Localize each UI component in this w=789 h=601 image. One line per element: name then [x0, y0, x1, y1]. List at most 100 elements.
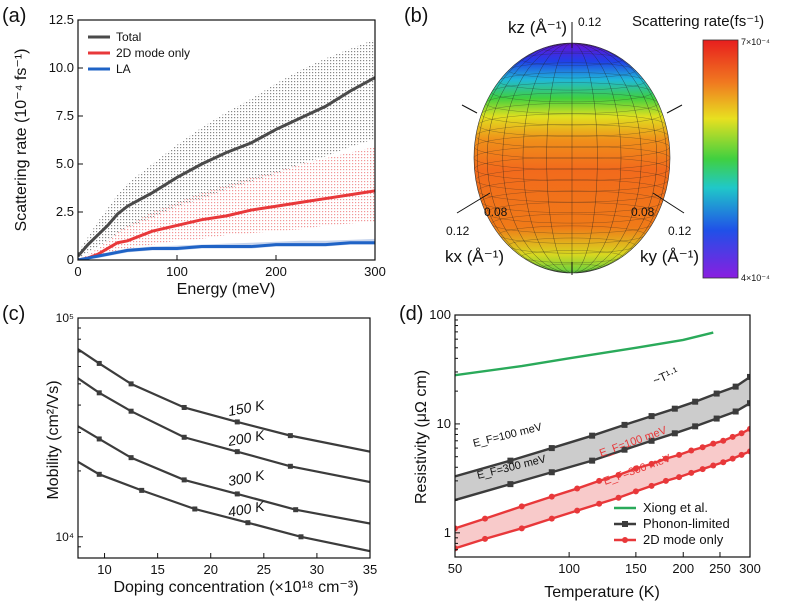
data-point: [97, 361, 102, 366]
x-tick-label: 100: [558, 561, 580, 576]
data-point: [298, 534, 303, 539]
legend-label: Phonon-limited: [643, 516, 730, 531]
data-point: [139, 488, 144, 493]
data-point: [672, 430, 678, 436]
legend-label: 2D mode only: [116, 46, 190, 60]
x-tick-label: 35: [363, 562, 377, 577]
panel-a-legend: Total 2D mode only LA: [88, 30, 190, 76]
data-point: [288, 464, 293, 469]
data-point: [235, 491, 240, 496]
x-tick-label: 50: [448, 561, 462, 576]
data-point: [720, 438, 726, 444]
data-point: [519, 503, 525, 509]
data-point: [182, 405, 187, 410]
legend-label: Total: [116, 30, 141, 44]
panel-a-chart: 0 100 200 300 0 2.5 5.0 7.5 10.0 12.5 Energy (meV…: [13, 12, 386, 298]
data-point: [519, 525, 525, 531]
panel-c-xlabel: Doping concentration (×10¹⁸ cm⁻³): [113, 579, 358, 596]
series-line-200-K: [78, 378, 370, 482]
x-tick-label: 200: [265, 264, 287, 279]
data-point: [549, 445, 555, 451]
data-point: [676, 474, 682, 480]
data-point: [616, 495, 622, 501]
data-point: [235, 419, 240, 424]
data-point: [688, 470, 694, 476]
data-point: [549, 516, 555, 522]
data-point: [129, 409, 134, 414]
data-point: [633, 488, 639, 494]
data-point: [507, 481, 513, 487]
panel-label-d: (d): [399, 303, 423, 325]
panel-d-annotation-power-law: ~T¹·¹: [651, 364, 681, 387]
data-point: [730, 434, 736, 440]
data-point: [692, 399, 698, 405]
colorbar: [703, 40, 738, 278]
data-point: [710, 441, 716, 447]
x-tick-label: 300: [739, 561, 761, 576]
ky-tick-outer: 0.12: [668, 224, 692, 238]
data-point: [622, 422, 628, 428]
panel-d-annotation-ef100-gray: E_F=100 meV: [472, 421, 544, 450]
data-point: [692, 423, 698, 429]
data-point: [714, 416, 720, 422]
data-point: [574, 508, 580, 514]
y-tick-label: 5.0: [56, 156, 74, 171]
x-tick-label: 300: [364, 264, 386, 279]
panel-d-ylabel: Resistivity (μΩ cm): [413, 370, 430, 504]
data-point: [739, 452, 745, 458]
panel-label-a: (a): [2, 5, 26, 27]
panel-c-chart: 10 15 20 25 30 35 10⁴ 10⁵ Doping concentration …: [45, 311, 377, 596]
data-point: [129, 381, 134, 386]
data-point: [676, 452, 682, 458]
ky-tick-inner: 0.08: [631, 205, 655, 219]
ky-axis-label: ky (Å⁻¹): [640, 247, 699, 266]
data-point: [97, 390, 102, 395]
x-tick-label: 10: [97, 562, 111, 577]
data-point: [192, 506, 197, 511]
data-point: [733, 384, 739, 390]
x-tick-label: 150: [625, 561, 647, 576]
data-point: [714, 391, 720, 397]
legend-label: Xiong et al.: [643, 500, 708, 515]
data-point: [710, 463, 716, 469]
series-label: 150 K: [227, 397, 266, 419]
figure: (a) (b) (c) (d) 0 100 200 30002.55.07.510.0…: [0, 0, 789, 601]
y-tick-label: 10⁴: [55, 530, 74, 544]
x-tick-label: 15: [150, 562, 164, 577]
y-tick-label: 0: [67, 252, 74, 267]
data-point: [733, 409, 739, 415]
data-point: [688, 448, 694, 454]
colorbar-title: Scattering rate(fs⁻¹): [632, 13, 764, 30]
panel-label-b: (b): [404, 5, 428, 27]
data-point: [596, 478, 602, 484]
data-point: [730, 456, 736, 462]
kz-axis-label: kz (Å⁻¹): [508, 18, 567, 37]
series-line-150-K: [78, 349, 370, 451]
x-tick-label: 200: [672, 561, 694, 576]
data-point: [574, 486, 580, 492]
data-point: [663, 478, 669, 484]
y-tick-label: 12.5: [49, 12, 74, 27]
data-point: [97, 472, 102, 477]
data-point: [720, 459, 726, 465]
data-point: [235, 449, 240, 454]
series-line-300-K: [78, 426, 370, 523]
series-line-400-K: [78, 462, 370, 551]
data-point: [293, 507, 298, 512]
data-point: [245, 520, 250, 525]
series-label: 400 K: [227, 498, 266, 520]
data-point: [649, 413, 655, 419]
data-point: [549, 494, 555, 500]
legend-marker: [622, 521, 628, 527]
y-tick-label: 10: [437, 416, 451, 431]
x-tick-label: 25: [257, 562, 271, 577]
y-tick-label: 1: [444, 525, 451, 540]
data-point: [549, 469, 555, 475]
y-tick-label: 2.5: [56, 204, 74, 219]
y-tick-label: 10⁵: [56, 311, 74, 325]
x-tick-label: 30: [310, 562, 324, 577]
data-point: [589, 433, 595, 439]
panel-b-heatmap: kz (Å⁻¹) 0.12 kx (Å⁻¹) ky (Å⁻¹) 0.08 0.1…: [445, 13, 770, 283]
y-tick-label: 7.5: [56, 108, 74, 123]
